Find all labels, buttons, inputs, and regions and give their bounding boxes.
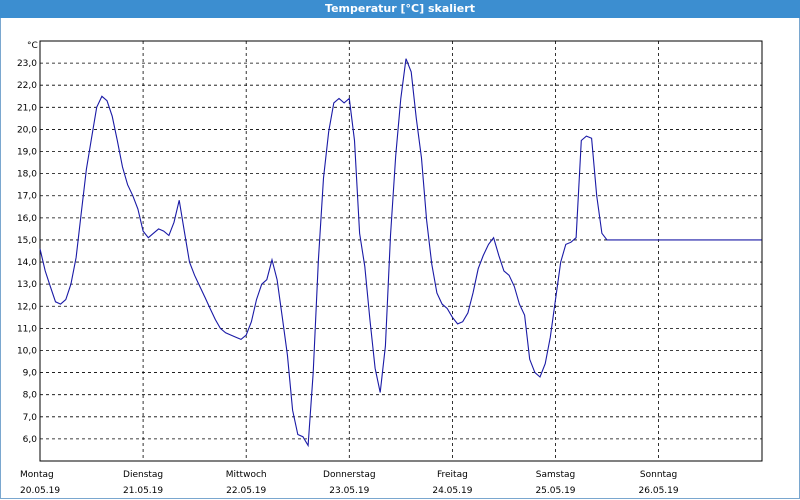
x-tick-labels: Montag 20.05.19 Dienstag 21.05.19 Mittwoch 22…: [20, 470, 679, 496]
y-tick-label: 23,0: [17, 59, 37, 69]
y-tick-label: 15,0: [17, 236, 37, 246]
x-tick-label-date: 25.05.19: [535, 486, 575, 496]
y-tick-label: 18,0: [17, 170, 37, 180]
x-tick-label-day: Sonntag: [640, 470, 677, 480]
x-tick-label-date: 26.05.19: [639, 486, 679, 496]
x-tick-label-date: 22.05.19: [226, 486, 266, 496]
x-tick-label-date: 21.05.19: [123, 486, 163, 496]
x-tick-label-date: 20.05.19: [20, 486, 60, 496]
y-tick-label: 17,0: [17, 192, 37, 202]
y-tick-label: 9,0: [23, 369, 38, 379]
y-tick-label: 12,0: [17, 302, 37, 312]
plot-area-border: [39, 40, 763, 462]
y-tick-label: 22,0: [17, 81, 37, 91]
y-tick-label: 8,0: [23, 391, 38, 401]
y-tick-label: 6,0: [23, 435, 38, 445]
y-tick-label: 19,0: [17, 148, 37, 158]
x-tick-label-day: Freitag: [437, 470, 468, 480]
y-tick-label: 13,0: [17, 280, 37, 290]
grid-lines: [40, 41, 762, 461]
y-tick-label: 10,0: [17, 346, 37, 356]
y-tick-label: 14,0: [17, 258, 37, 268]
window-title-bar: Temperatur [°C] skaliert: [0, 0, 800, 18]
x-tick-label-day: Samstag: [536, 470, 575, 480]
x-tick-label-date: 24.05.19: [432, 486, 472, 496]
x-tick-label-day: Donnerstag: [323, 470, 376, 480]
y-tick-label: 7,0: [23, 413, 38, 423]
y-tick-labels: 6,0 7,0 8,0 9,0 10,0 11,0 12,0 13,0 14,0 15,0 16,0…: [17, 59, 37, 445]
x-tick-label-day: Dienstag: [123, 470, 163, 480]
temperature-series-line: [39, 58, 762, 448]
y-tick-label: 16,0: [17, 214, 37, 224]
y-tick-label: 20,0: [17, 125, 37, 135]
x-tick-label-day: Mittwoch: [226, 470, 267, 480]
x-tick-label-day: Montag: [20, 470, 54, 480]
y-axis-unit-label: °C: [27, 41, 38, 51]
y-tick-label: 21,0: [17, 103, 37, 113]
y-tick-label: 11,0: [17, 324, 37, 334]
x-tick-label-date: 23.05.19: [329, 486, 369, 496]
window-title: Temperatur [°C] skaliert: [325, 2, 475, 15]
